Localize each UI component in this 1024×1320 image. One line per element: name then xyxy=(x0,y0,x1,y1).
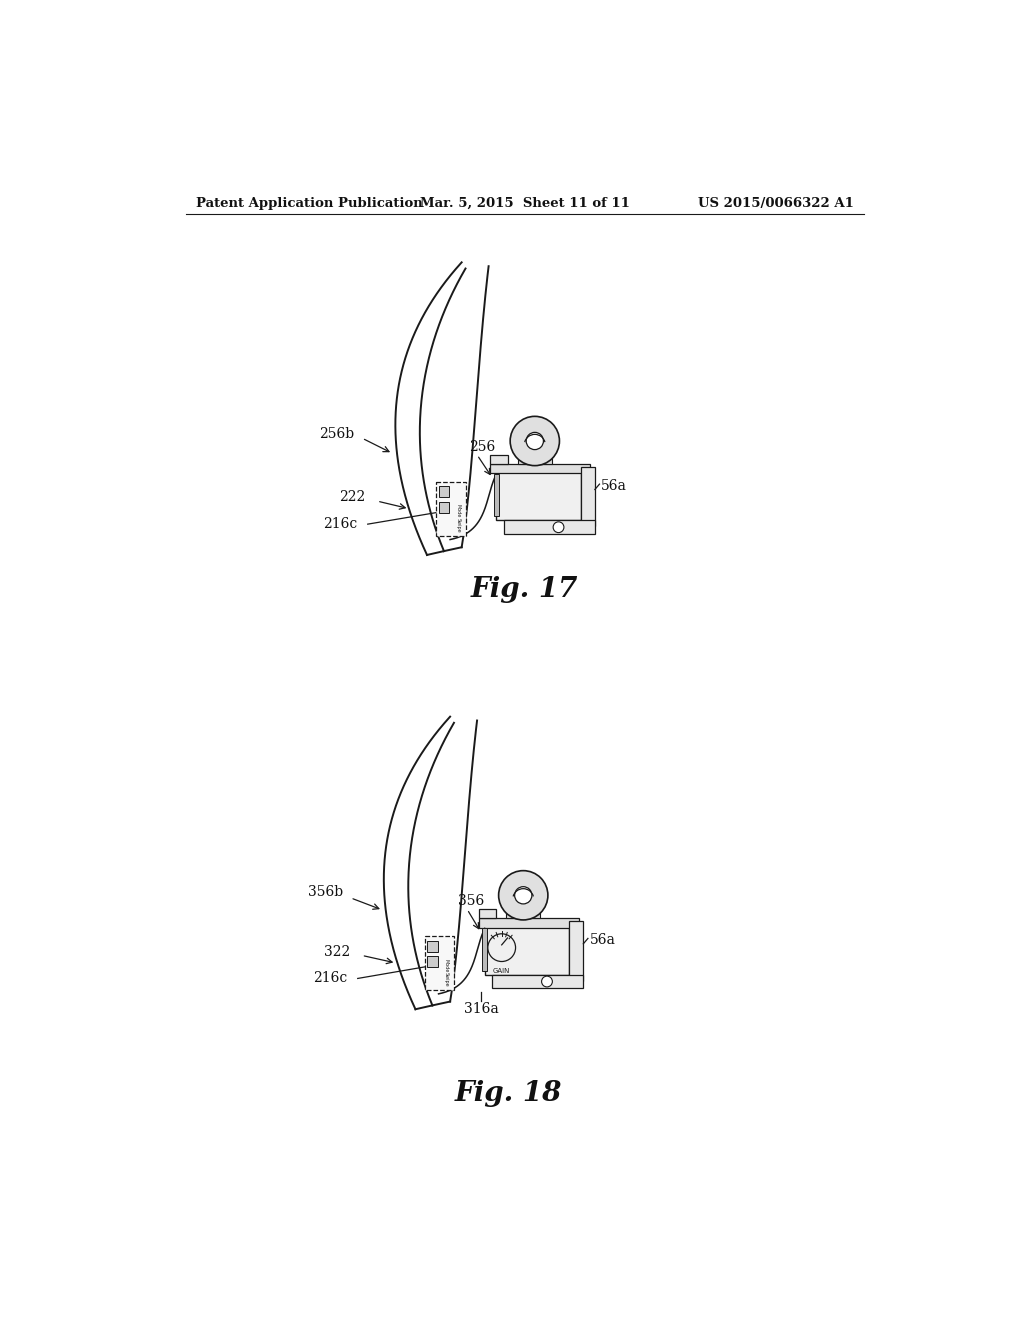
Text: 56a: 56a xyxy=(590,933,615,946)
Text: Mode: Mode xyxy=(456,504,461,517)
Bar xyxy=(438,502,450,512)
Text: Fig. 18: Fig. 18 xyxy=(455,1081,561,1107)
Text: 216c: 216c xyxy=(313,972,348,986)
Bar xyxy=(569,921,584,981)
Bar xyxy=(504,520,595,535)
Bar xyxy=(493,974,584,989)
Text: US 2015/0066322 A1: US 2015/0066322 A1 xyxy=(698,197,854,210)
Bar xyxy=(427,941,438,952)
Bar xyxy=(518,455,552,465)
Text: 356b: 356b xyxy=(307,886,343,899)
Text: Patent Application Publication: Patent Application Publication xyxy=(196,197,423,210)
Bar xyxy=(425,936,454,990)
Text: 256b: 256b xyxy=(319,428,354,441)
Text: Swipe: Swipe xyxy=(443,972,449,986)
Circle shape xyxy=(515,887,531,904)
Circle shape xyxy=(499,871,548,920)
Circle shape xyxy=(487,933,515,961)
Bar xyxy=(436,482,466,536)
Bar xyxy=(478,909,497,919)
Circle shape xyxy=(510,416,559,466)
Circle shape xyxy=(526,433,544,450)
Text: 322: 322 xyxy=(324,945,350,958)
Bar xyxy=(490,465,590,474)
Text: 256: 256 xyxy=(469,440,496,454)
Text: 356: 356 xyxy=(458,895,484,908)
Bar xyxy=(490,455,508,465)
Bar xyxy=(438,487,450,498)
Bar xyxy=(484,924,569,974)
Text: Swipe: Swipe xyxy=(456,517,461,532)
Text: 216c: 216c xyxy=(324,517,357,531)
Bar xyxy=(581,467,595,527)
Text: 222: 222 xyxy=(339,490,366,504)
Bar xyxy=(427,956,438,966)
Bar xyxy=(506,909,541,919)
Circle shape xyxy=(542,977,552,987)
Text: Mode: Mode xyxy=(443,958,449,972)
Text: Mar. 5, 2015  Sheet 11 of 11: Mar. 5, 2015 Sheet 11 of 11 xyxy=(420,197,630,210)
Bar xyxy=(478,919,579,928)
Text: 56a: 56a xyxy=(601,479,627,492)
Bar xyxy=(482,928,487,970)
Circle shape xyxy=(553,521,564,532)
Text: 316a: 316a xyxy=(464,1002,499,1016)
Text: GAIN: GAIN xyxy=(493,968,510,974)
Bar xyxy=(497,470,581,520)
Text: Fig. 17: Fig. 17 xyxy=(471,576,579,603)
Bar xyxy=(494,474,499,516)
